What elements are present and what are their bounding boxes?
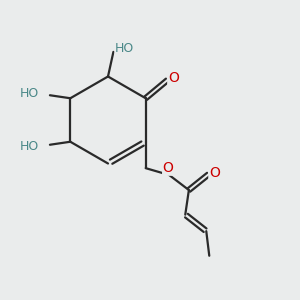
Text: HO: HO: [19, 140, 38, 153]
Text: HO: HO: [115, 42, 134, 55]
Text: HO: HO: [19, 87, 38, 100]
Text: O: O: [209, 166, 220, 180]
Text: O: O: [163, 161, 174, 175]
Text: O: O: [168, 71, 179, 85]
